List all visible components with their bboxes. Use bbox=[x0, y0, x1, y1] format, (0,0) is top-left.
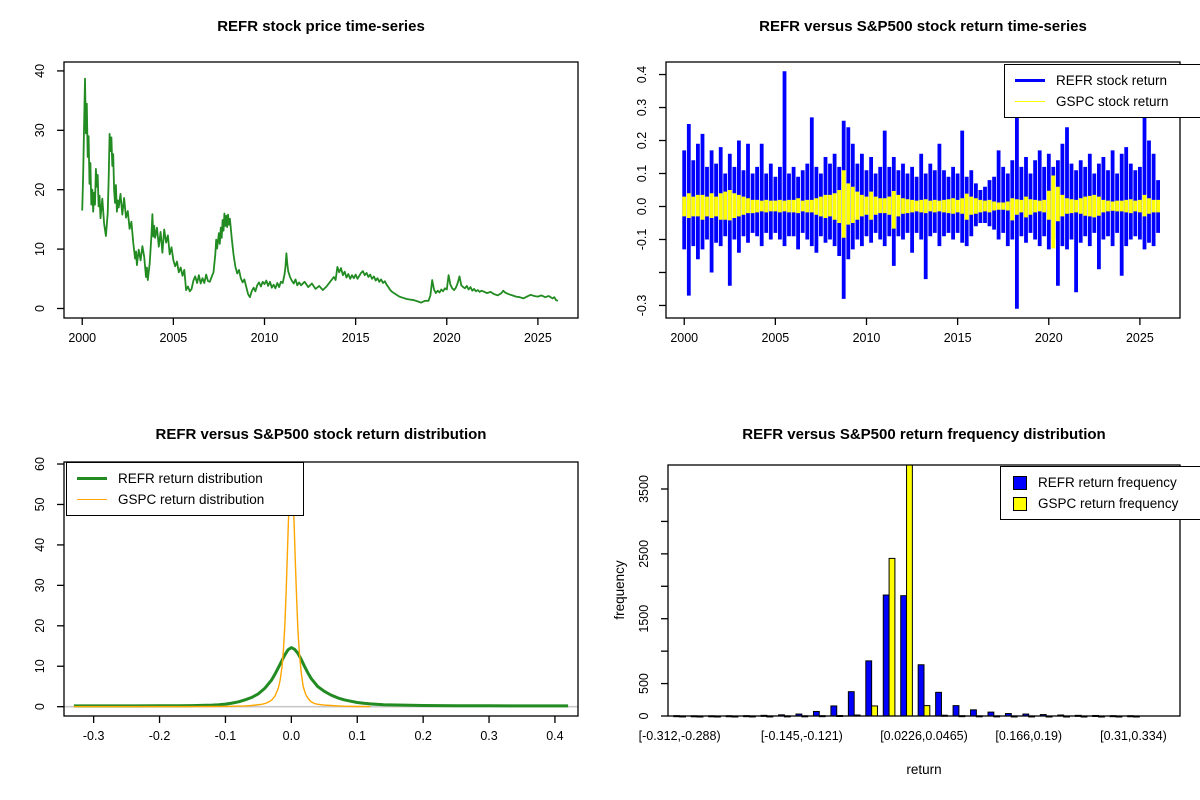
legend-item: GSPC return frequency bbox=[1011, 493, 1193, 514]
svg-text:-0.1: -0.1 bbox=[215, 729, 237, 743]
svg-text:[0.166,0.19): [0.166,0.19) bbox=[995, 729, 1062, 743]
svg-text:0.1: 0.1 bbox=[635, 165, 649, 182]
svg-text:-0.3: -0.3 bbox=[83, 729, 105, 743]
gspc-return-line-swatch bbox=[1015, 100, 1045, 103]
panel-return-frequency: 0 500 1500 2500 3500 [-0.312,-0.288) [-0.145,-… bbox=[600, 400, 1200, 800]
legend-label: REFR stock return bbox=[1056, 73, 1168, 88]
legend-label: GSPC stock return bbox=[1056, 94, 1169, 109]
refr-return-line-swatch bbox=[1015, 79, 1045, 82]
svg-text:[-0.312,-0.288): [-0.312,-0.288) bbox=[639, 729, 721, 743]
svg-text:0.0: 0.0 bbox=[635, 198, 649, 215]
svg-text:0.4: 0.4 bbox=[546, 729, 563, 743]
svg-text:40: 40 bbox=[33, 64, 47, 78]
svg-text:2500: 2500 bbox=[637, 540, 651, 568]
legend-item: GSPC return distribution bbox=[77, 489, 293, 510]
svg-text:[0.31,0.334): [0.31,0.334) bbox=[1100, 729, 1167, 743]
svg-text:10: 10 bbox=[33, 659, 47, 673]
legend-item: GSPC stock return bbox=[1015, 91, 1197, 112]
svg-text:20: 20 bbox=[33, 619, 47, 633]
svg-text:-0.1: -0.1 bbox=[635, 229, 649, 251]
legend-item: REFR stock return bbox=[1015, 70, 1197, 91]
svg-text:30: 30 bbox=[33, 578, 47, 592]
legend-label: GSPC return distribution bbox=[118, 492, 265, 507]
returns-plot: 0.4 0.3 0.2 0.1 0.0 -0.1 -0.3 2000 2005 2010 2015 2… bbox=[635, 61, 1181, 345]
svg-text:2015: 2015 bbox=[342, 331, 370, 345]
svg-text:50: 50 bbox=[33, 497, 47, 511]
svg-text:0: 0 bbox=[33, 703, 47, 710]
panel-price-series: 0 10 20 30 40 2000 2005 2010 2015 2020 2025 REFR s… bbox=[0, 0, 600, 400]
svg-text:2000: 2000 bbox=[68, 331, 96, 345]
svg-text:0.1: 0.1 bbox=[349, 729, 366, 743]
svg-text:2020: 2020 bbox=[1035, 331, 1063, 345]
svg-text:1500: 1500 bbox=[637, 605, 651, 633]
svg-text:2005: 2005 bbox=[761, 331, 789, 345]
distribution-legend: REFR return distribution GSPC return dis… bbox=[66, 462, 304, 516]
returns-chart-title: REFR versus S&P500 stock return time-ser… bbox=[759, 18, 1087, 35]
frequency-chart-title: REFR versus S&P500 return frequency dist… bbox=[742, 426, 1106, 443]
svg-text:0.4: 0.4 bbox=[635, 66, 649, 83]
svg-text:2015: 2015 bbox=[944, 331, 972, 345]
svg-text:20: 20 bbox=[33, 183, 47, 197]
svg-text:2020: 2020 bbox=[433, 331, 461, 345]
svg-text:[-0.145,-0.121): [-0.145,-0.121) bbox=[761, 729, 843, 743]
svg-text:40: 40 bbox=[33, 538, 47, 552]
distribution-chart-title: REFR versus S&P500 stock return distribu… bbox=[155, 426, 487, 443]
legend-label: REFR return distribution bbox=[118, 471, 263, 486]
svg-text:500: 500 bbox=[637, 673, 651, 694]
distribution-plot: 0 10 20 30 40 50 60 -0.3 -0.2 -0.1 0.0 0.1 0.2 0.3 0.4 bbox=[33, 457, 579, 743]
svg-text:2005: 2005 bbox=[159, 331, 187, 345]
svg-text:30: 30 bbox=[33, 123, 47, 137]
frequency-y-axis-label: frequency bbox=[612, 560, 627, 620]
svg-text:2025: 2025 bbox=[524, 331, 552, 345]
price-plot: 0 10 20 30 40 2000 2005 2010 2015 2020 2025 bbox=[33, 61, 579, 345]
svg-text:0.2: 0.2 bbox=[635, 132, 649, 149]
svg-text:60: 60 bbox=[33, 457, 47, 471]
svg-text:0.2: 0.2 bbox=[414, 729, 431, 743]
svg-text:0: 0 bbox=[33, 305, 47, 312]
refr-distribution-line-swatch bbox=[77, 477, 107, 480]
panel-return-distribution: 0 10 20 30 40 50 60 -0.3 -0.2 -0.1 0.0 0.1 0.2 0.3 0.4… bbox=[0, 400, 600, 800]
refr-frequency-swatch bbox=[1013, 475, 1027, 490]
svg-text:10: 10 bbox=[33, 242, 47, 256]
frequency-legend: REFR return frequency GSPC return freque… bbox=[1000, 466, 1200, 520]
svg-text:2010: 2010 bbox=[251, 331, 279, 345]
legend-label: REFR return frequency bbox=[1038, 475, 1177, 490]
legend-item: REFR return distribution bbox=[77, 468, 293, 489]
svg-text:2025: 2025 bbox=[1126, 331, 1154, 345]
gspc-frequency-swatch bbox=[1013, 496, 1027, 511]
panel-return-series: 0.4 0.3 0.2 0.1 0.0 -0.1 -0.3 2000 2005 2010 2015 2… bbox=[600, 0, 1200, 400]
svg-text:0.0: 0.0 bbox=[283, 729, 300, 743]
svg-text:[0.0226,0.0465): [0.0226,0.0465) bbox=[880, 729, 968, 743]
svg-text:0.3: 0.3 bbox=[480, 729, 497, 743]
frequency-x-axis-label: return bbox=[906, 762, 942, 777]
gspc-distribution-line-swatch bbox=[77, 498, 107, 501]
svg-text:0.3: 0.3 bbox=[635, 99, 649, 116]
returns-legend: REFR stock return GSPC stock return bbox=[1004, 64, 1200, 118]
svg-text:3500: 3500 bbox=[637, 475, 651, 503]
price-chart-title: REFR stock price time-series bbox=[217, 18, 425, 35]
svg-text:2000: 2000 bbox=[670, 331, 698, 345]
legend-item: REFR return frequency bbox=[1011, 472, 1193, 493]
legend-label: GSPC return frequency bbox=[1038, 496, 1179, 511]
svg-text:2010: 2010 bbox=[853, 331, 881, 345]
svg-text:-0.3: -0.3 bbox=[635, 295, 649, 317]
svg-text:0: 0 bbox=[637, 712, 651, 719]
frequency-plot: 0 500 1500 2500 3500 [-0.312,-0.288) [-0.145,-… bbox=[637, 464, 1181, 743]
svg-text:-0.2: -0.2 bbox=[149, 729, 171, 743]
